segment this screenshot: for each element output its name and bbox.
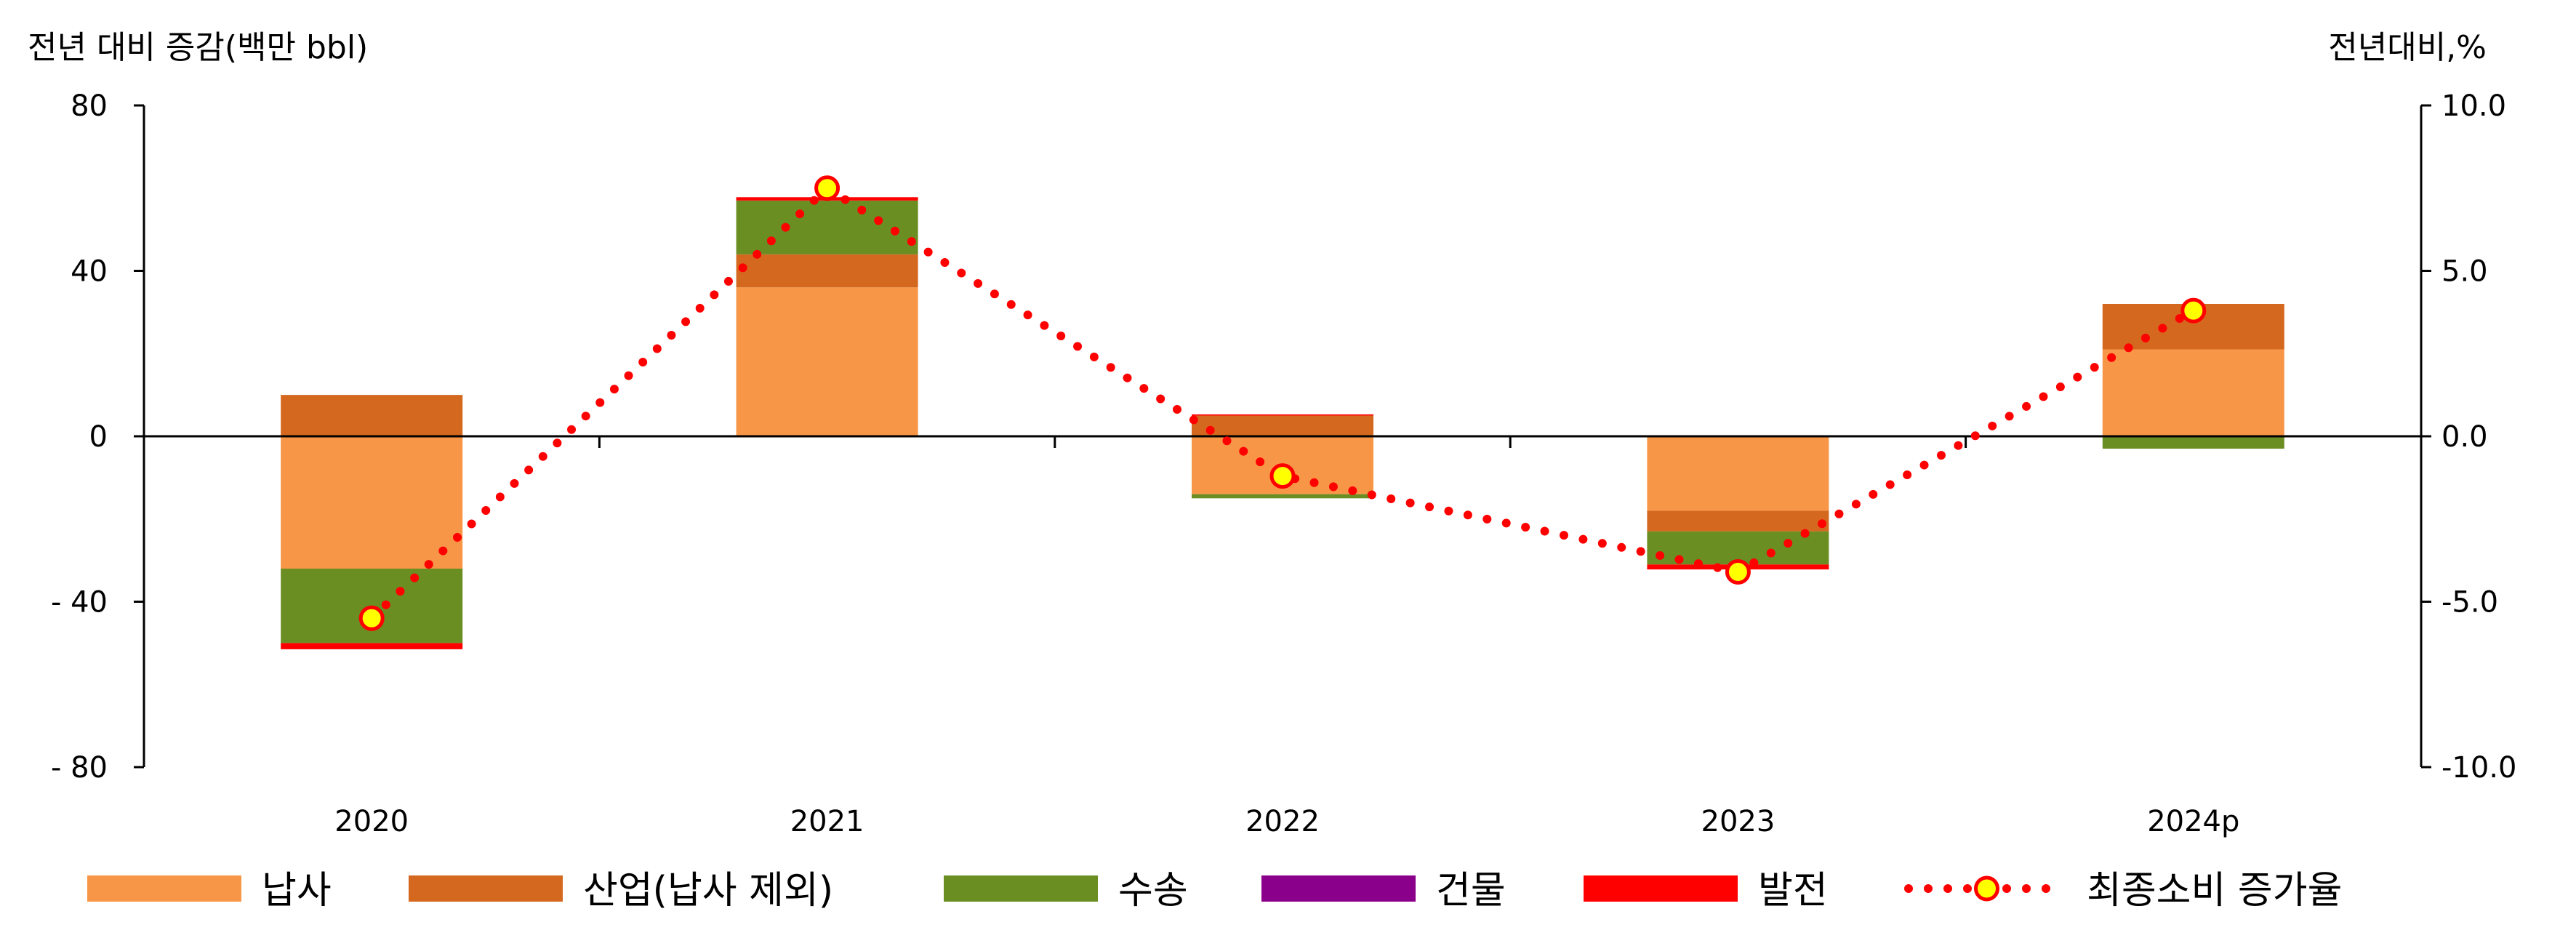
legend-swatch-1 bbox=[409, 875, 563, 902]
left-axis-tick-label: - 80 bbox=[51, 751, 108, 785]
category-label-2022: 2022 bbox=[1245, 805, 1320, 838]
right-axis-unit: 전년대비,% bbox=[2328, 29, 2487, 66]
bar-2023-series-0 bbox=[1647, 436, 1829, 511]
left-axis-tick-label: 0 bbox=[89, 420, 108, 454]
legend-label-growth: 최종소비 증가율 bbox=[2087, 869, 2342, 913]
growth-rate-marker-2022 bbox=[1269, 463, 1296, 489]
bar-2022-series-2 bbox=[1192, 494, 1373, 499]
left-axis-tick-label: - 40 bbox=[51, 586, 108, 620]
legend-swatch-4 bbox=[1584, 875, 1738, 902]
bar-2021-series-0 bbox=[736, 287, 918, 436]
growth-rate-marker-2020 bbox=[358, 605, 385, 631]
bar-2021-series-1 bbox=[736, 254, 918, 288]
right-axis-tick-label: 10.0 bbox=[2441, 89, 2506, 123]
category-label-2023: 2023 bbox=[1701, 805, 1775, 838]
right-axis-tick-label: 5.0 bbox=[2441, 255, 2488, 289]
legend-swatch-3 bbox=[1261, 875, 1416, 902]
legend: 납사 산업(납사 제외) 수송 건물 발전 최종소비 증가율 bbox=[87, 869, 2342, 913]
legend-label-2: 수송 bbox=[1118, 869, 1188, 913]
legend-label-1: 산업(납사 제외) bbox=[583, 869, 833, 913]
bars-layer bbox=[281, 197, 2284, 649]
legend-label-3: 건물 bbox=[1436, 869, 1506, 913]
right-axis-tick-label: -10.0 bbox=[2441, 751, 2517, 785]
growth-rate-line bbox=[367, 183, 2198, 623]
legend-label-0: 납사 bbox=[262, 869, 332, 913]
legend-swatch-growth-marker bbox=[1974, 875, 1999, 902]
growth-rate-marker-2023 bbox=[1725, 559, 1751, 585]
legend-label-4: 발전 bbox=[1758, 869, 1828, 913]
bar-2021-series-2 bbox=[736, 200, 918, 254]
bar-2024p-series-2 bbox=[2102, 436, 2284, 449]
growth-rate-marker-2024p bbox=[2180, 297, 2207, 324]
category-label-2024p: 2024p bbox=[2147, 805, 2239, 838]
bar-2024p-series-0 bbox=[2102, 349, 2284, 436]
legend-swatch-0 bbox=[87, 875, 241, 902]
growth-rate-marker-2021 bbox=[814, 175, 840, 201]
bar-2020-series-1 bbox=[281, 395, 463, 436]
bar-2020-series-0 bbox=[281, 436, 463, 569]
bar-2022-series-1 bbox=[1192, 415, 1373, 436]
left-axis-unit: 전년 대비 증감(백만 bbl) bbox=[28, 29, 368, 66]
right-axis-tick-label: 0.0 bbox=[2441, 420, 2488, 454]
axes-layer: 80 40 0 - 40 - 80 10.0 5.0 0.0 -5.0 -10.0 2020 2021… bbox=[28, 29, 2517, 838]
right-axis-tick-label: -5.0 bbox=[2441, 586, 2498, 620]
left-axis-tick-label: 40 bbox=[71, 255, 108, 289]
line-layer bbox=[358, 175, 2207, 631]
legend-swatch-2 bbox=[944, 875, 1098, 902]
bar-2022-series-4 bbox=[1192, 414, 1373, 416]
left-axis-tick-label: 80 bbox=[71, 89, 108, 123]
category-label-2021: 2021 bbox=[790, 805, 864, 838]
category-label-2020: 2020 bbox=[334, 805, 409, 838]
bar-2023-series-1 bbox=[1647, 510, 1829, 532]
bar-2020-series-4 bbox=[281, 643, 463, 649]
